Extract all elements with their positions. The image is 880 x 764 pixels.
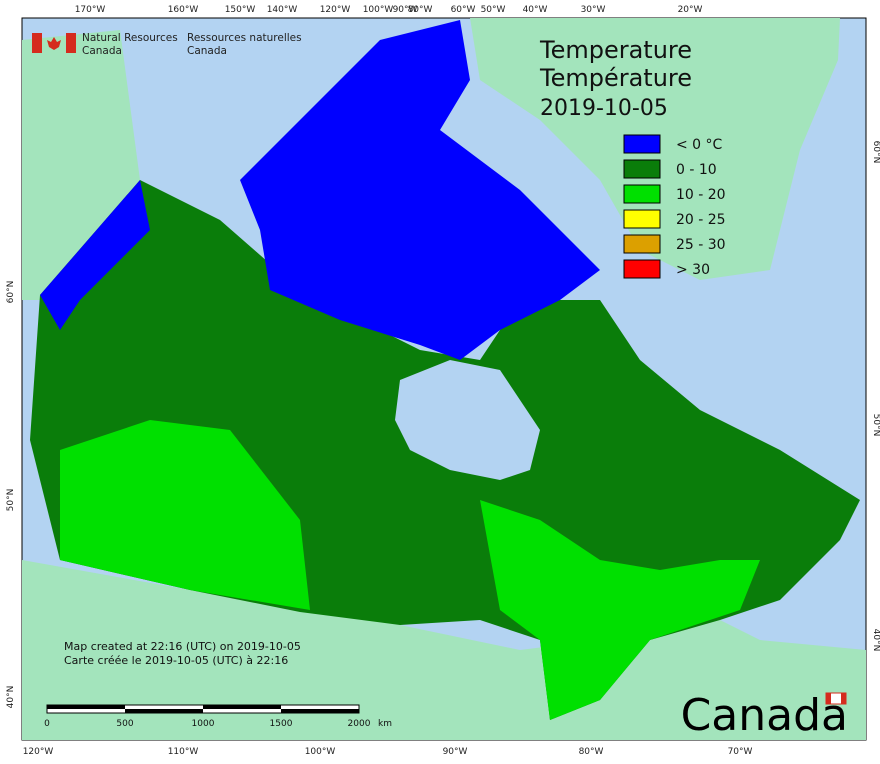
latitude-label: 50°N (871, 414, 880, 437)
longitude-label: 50°W (481, 5, 506, 15)
flag (32, 33, 76, 53)
longitude-label: 170°W (75, 5, 106, 15)
legend-label: 25 - 30 (676, 237, 726, 253)
longitude-label: 80°W (579, 747, 604, 757)
longitude-label: 100°W (305, 747, 336, 757)
wordmark-flag (825, 692, 847, 705)
scale-label: 0 (44, 719, 50, 729)
agency-name: Ressources naturelles (187, 32, 302, 44)
longitude-label: 120°W (320, 5, 351, 15)
legend-label: 20 - 25 (676, 212, 726, 228)
legend-label: 0 - 10 (676, 162, 717, 178)
longitude-label: 160°W (168, 5, 199, 15)
longitude-label: 90°W (443, 747, 468, 757)
longitude-label: 20°W (678, 5, 703, 15)
legend-label: > 30 (676, 262, 710, 278)
longitude-label: 120°W (23, 747, 54, 757)
legend-label: 10 - 20 (676, 187, 726, 203)
legend-swatch (623, 184, 661, 204)
longitude-label: 80°W (408, 5, 433, 15)
latitude-label: 60°N (871, 141, 880, 164)
credit-line: Carte créée le 2019-10-05 (UTC) à 22:16 (64, 654, 288, 667)
latitude-label: 40°N (871, 629, 880, 652)
scale-label: 2000 (348, 719, 371, 729)
scale-label: 1000 (192, 719, 215, 729)
agency-name: Canada (82, 45, 122, 57)
scale-label: 500 (116, 719, 133, 729)
scale-label: 1500 (270, 719, 293, 729)
longitude-label: 70°W (728, 747, 753, 757)
longitude-label: 30°W (581, 5, 606, 15)
agency-name: Natural Resources (82, 32, 178, 44)
longitude-label: 140°W (267, 5, 298, 15)
legend-swatch (623, 234, 661, 254)
longitude-label: 150°W (225, 5, 256, 15)
legend-swatch (623, 134, 661, 154)
map-title: Température (539, 64, 692, 92)
longitude-label: 100°W (363, 5, 394, 15)
legend-swatch (623, 159, 661, 179)
latitude-label: 60°N (6, 281, 16, 304)
latitude-label: 50°N (6, 489, 16, 512)
legend: < 0 °C 0 - 10 10 - 20 20 - 25 25 - 30 > 30 (623, 134, 726, 279)
longitude-label: 60°W (451, 5, 476, 15)
credit-line: Map created at 22:16 (UTC) on 2019-10-05 (64, 640, 301, 653)
scale-bar: 0 500 1000 1500 2000 km (44, 704, 392, 729)
map-title: Temperature (539, 36, 692, 64)
legend-swatch (623, 209, 661, 229)
legend-swatch (623, 259, 661, 279)
longitude-label: 40°W (523, 5, 548, 15)
agency-name: Canada (187, 45, 227, 57)
map-date: 2019-10-05 (540, 96, 668, 121)
wordmark: Canada (681, 690, 848, 741)
scale-unit: km (378, 719, 392, 729)
legend-label: < 0 °C (676, 137, 723, 153)
longitude-label: 90°W (393, 5, 418, 15)
latitude-label: 40°N (6, 686, 16, 709)
basemap (22, 18, 866, 740)
longitude-label: 110°W (168, 747, 199, 757)
